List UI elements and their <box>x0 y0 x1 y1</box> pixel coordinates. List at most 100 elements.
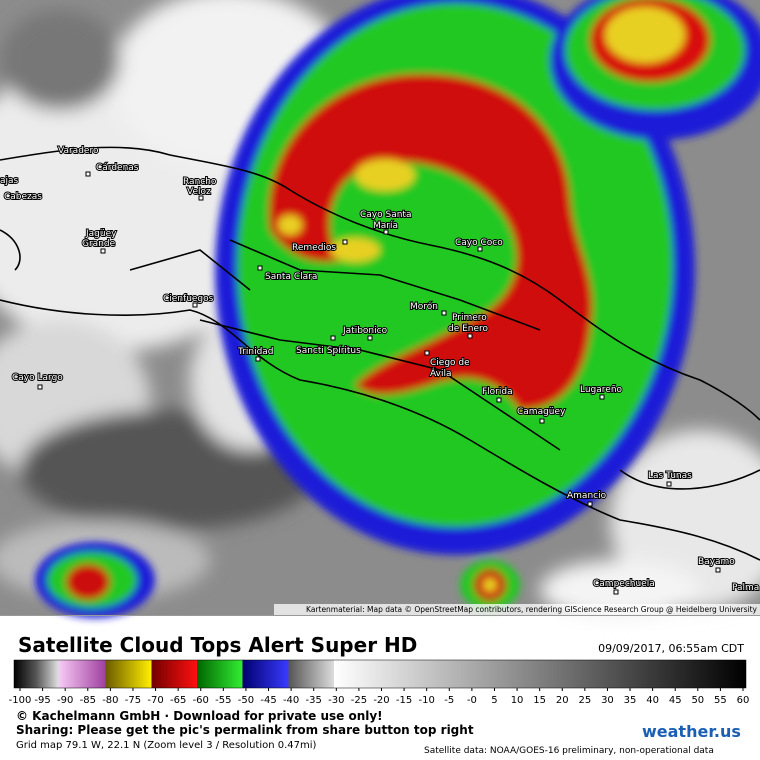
place-label: Varadero <box>58 146 99 156</box>
place-label: María <box>373 221 398 231</box>
tick-label: -100 <box>9 695 32 706</box>
place-label: Primero <box>452 313 487 323</box>
place-label: Cayo Coco <box>455 238 503 248</box>
place-label: Cayo Santa <box>360 210 411 220</box>
tick-label: -85 <box>80 695 96 706</box>
copyright: © Kachelmann GmbH · Download for private… <box>16 709 383 723</box>
place-marker <box>441 310 447 316</box>
place-marker <box>100 248 106 254</box>
tick-label: -40 <box>283 695 299 706</box>
title: Satellite Cloud Tops Alert Super HD <box>18 633 417 657</box>
place-label: Florida <box>482 387 513 397</box>
place-label: Jagüey <box>85 229 117 239</box>
place-label: Lugareño <box>580 385 623 395</box>
tick-label: -90 <box>57 695 73 706</box>
satellite-map <box>0 0 760 620</box>
place-label: Camagüey <box>517 407 566 417</box>
tick-label: 60 <box>737 695 750 706</box>
place-label: Veloz <box>187 187 211 197</box>
place-label: Morón <box>410 301 438 312</box>
logo[interactable]: weather.us <box>642 722 741 741</box>
tick-label: 40 <box>646 695 659 706</box>
tick-label: -70 <box>147 695 163 706</box>
tick-label: 5 <box>491 695 497 706</box>
place-label: Cayo Largo <box>12 373 63 383</box>
place-label: Remedios <box>292 243 336 253</box>
place-label: Palma <box>732 583 759 593</box>
place-label: Trinidad <box>237 347 274 357</box>
sharing-note: Sharing: Please get the pic's permalink … <box>16 723 474 737</box>
tick-label: -0 <box>467 695 477 706</box>
place-marker <box>342 239 348 245</box>
tick-label: -10 <box>419 695 435 706</box>
tick-label: -45 <box>260 695 276 706</box>
data-source: Satellite data: NOAA/GOES-16 preliminary… <box>424 746 714 756</box>
place-label: de Enero <box>448 324 489 334</box>
place-label: Cárdenas <box>96 163 139 173</box>
place-marker <box>383 229 389 235</box>
tick-label: -80 <box>102 695 118 706</box>
place-marker <box>496 397 502 403</box>
place-label: Santa Clara <box>265 272 317 282</box>
place-labels: Varadero Cárdenas ajas Cabezas Rancho Ve… <box>0 145 760 595</box>
place-label: Las Tunas <box>648 471 692 481</box>
place-marker <box>715 567 721 573</box>
place-label: Rancho <box>183 177 217 187</box>
place-label: Grande <box>82 239 116 249</box>
tick-label: -50 <box>238 695 254 706</box>
tick-label: 10 <box>511 695 524 706</box>
place-marker <box>587 501 593 507</box>
place-label: ajas <box>0 176 19 186</box>
place-label: Bayamo <box>698 557 735 567</box>
place-marker <box>330 335 336 341</box>
place-marker <box>477 246 483 252</box>
tick-label: 30 <box>601 695 614 706</box>
tick-label: 20 <box>556 695 569 706</box>
tick-label: 15 <box>533 695 546 706</box>
place-marker <box>666 481 672 487</box>
tick-label: -35 <box>306 695 322 706</box>
place-marker <box>539 418 545 424</box>
place-marker <box>467 333 473 339</box>
place-label: Sancti Spíritus <box>296 346 361 356</box>
tick-label: 45 <box>669 695 682 706</box>
place-marker <box>85 171 91 177</box>
timestamp: 09/09/2017, 06:55am CDT <box>598 642 744 655</box>
place-marker <box>257 265 263 271</box>
place-marker <box>613 589 619 595</box>
place-marker <box>424 350 430 356</box>
place-marker <box>255 356 261 362</box>
place-label: Ciego de <box>430 358 470 368</box>
tick-label: -15 <box>396 695 412 706</box>
tick-label: 55 <box>714 695 727 706</box>
tick-label: -20 <box>373 695 389 706</box>
tick-label: -30 <box>328 695 344 706</box>
colorbar-scale <box>13 659 747 689</box>
place-marker <box>198 195 204 201</box>
tick-label: -95 <box>34 695 50 706</box>
tick-label: -25 <box>351 695 367 706</box>
place-marker <box>192 302 198 308</box>
tick-label: -5 <box>444 695 454 706</box>
tick-label: -55 <box>215 695 231 706</box>
tick-label: -60 <box>193 695 209 706</box>
place-label: Cabezas <box>4 192 42 202</box>
place-marker <box>367 335 373 341</box>
attribution: Kartenmaterial: Map data © OpenStreetMap… <box>306 605 758 614</box>
tick-label: -75 <box>125 695 141 706</box>
tick-label: -65 <box>170 695 186 706</box>
tick-label: 35 <box>624 695 637 706</box>
place-marker <box>599 394 605 400</box>
place-marker <box>37 384 43 390</box>
colorbar: -100 -95 -90 -85 -80 -75 -70 -65 -60 -55 -50 -45 -40… <box>9 659 750 706</box>
tick-label: 25 <box>578 695 591 706</box>
place-label: Jatibonico <box>342 326 388 336</box>
attribution-bg <box>274 604 760 615</box>
grid-info: Grid map 79.1 W, 22.1 N (Zoom level 3 / … <box>16 740 317 751</box>
place-label: Amancio <box>567 491 607 501</box>
tick-label: 50 <box>691 695 704 706</box>
place-label: Cienfuegos <box>163 294 214 304</box>
place-label: Campechuela <box>593 579 655 589</box>
place-label: Ávila <box>430 367 451 379</box>
